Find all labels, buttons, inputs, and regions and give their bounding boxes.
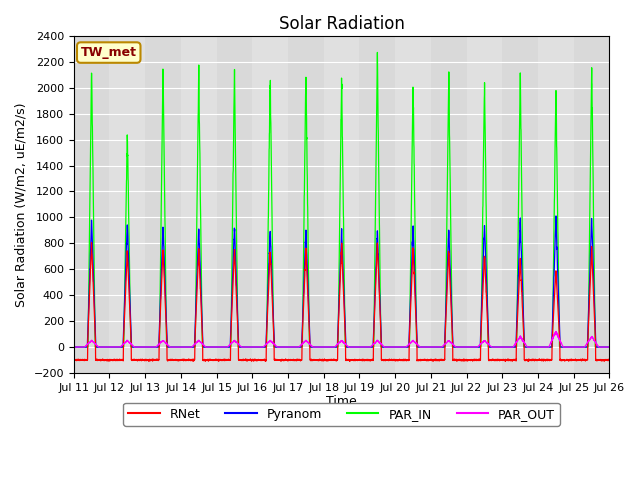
PAR_IN xyxy=(374,49,381,55)
PAR_IN xyxy=(492,344,500,350)
RNet xyxy=(322,357,330,363)
Line: Pyranom: Pyranom xyxy=(74,216,609,347)
Bar xyxy=(467,36,502,373)
RNet xyxy=(166,357,174,362)
Bar xyxy=(502,36,538,373)
PAR_OUT xyxy=(552,329,560,335)
RNet xyxy=(492,357,500,362)
Bar xyxy=(324,36,360,373)
Legend: RNet, Pyranom, PAR_IN, PAR_OUT: RNet, Pyranom, PAR_IN, PAR_OUT xyxy=(124,403,560,426)
Bar xyxy=(573,36,609,373)
Bar xyxy=(181,36,216,373)
RNet xyxy=(432,356,440,362)
PAR_OUT xyxy=(432,344,440,350)
Bar xyxy=(145,36,181,373)
RNet xyxy=(70,357,77,363)
Bar xyxy=(216,36,252,373)
Line: RNet: RNet xyxy=(74,242,609,361)
Bar xyxy=(288,36,324,373)
PAR_IN xyxy=(605,344,613,350)
PAR_IN xyxy=(432,344,440,350)
PAR_OUT xyxy=(321,344,329,350)
Pyranom xyxy=(432,344,440,350)
PAR_IN xyxy=(321,344,329,350)
PAR_OUT xyxy=(166,344,174,350)
RNet xyxy=(605,357,612,362)
PAR_OUT xyxy=(605,344,613,350)
Pyranom xyxy=(605,344,612,350)
Pyranom xyxy=(321,344,329,350)
Bar xyxy=(74,36,109,373)
RNet xyxy=(88,240,95,245)
Line: PAR_OUT: PAR_OUT xyxy=(74,332,609,347)
PAR_IN xyxy=(166,344,174,350)
Text: TW_met: TW_met xyxy=(81,46,137,59)
Bar xyxy=(360,36,395,373)
PAR_OUT xyxy=(461,344,469,350)
PAR_OUT xyxy=(605,344,612,350)
PAR_OUT xyxy=(70,344,77,350)
Title: Solar Radiation: Solar Radiation xyxy=(278,15,404,33)
X-axis label: Time: Time xyxy=(326,396,357,408)
Y-axis label: Solar Radiation (W/m2, uE/m2/s): Solar Radiation (W/m2, uE/m2/s) xyxy=(15,102,28,307)
RNet xyxy=(502,359,509,364)
PAR_OUT xyxy=(492,344,500,350)
Pyranom xyxy=(166,344,174,350)
Bar xyxy=(538,36,573,373)
Bar xyxy=(252,36,288,373)
Pyranom xyxy=(461,344,469,350)
Pyranom xyxy=(605,344,613,350)
Pyranom xyxy=(492,344,500,350)
Pyranom xyxy=(70,344,77,350)
Bar xyxy=(395,36,431,373)
Bar xyxy=(431,36,467,373)
Bar xyxy=(109,36,145,373)
RNet xyxy=(461,357,469,363)
PAR_IN xyxy=(461,344,469,350)
Line: PAR_IN: PAR_IN xyxy=(74,52,609,347)
PAR_IN xyxy=(605,344,612,350)
PAR_IN xyxy=(70,344,77,350)
Pyranom xyxy=(552,213,560,219)
RNet xyxy=(605,358,613,364)
